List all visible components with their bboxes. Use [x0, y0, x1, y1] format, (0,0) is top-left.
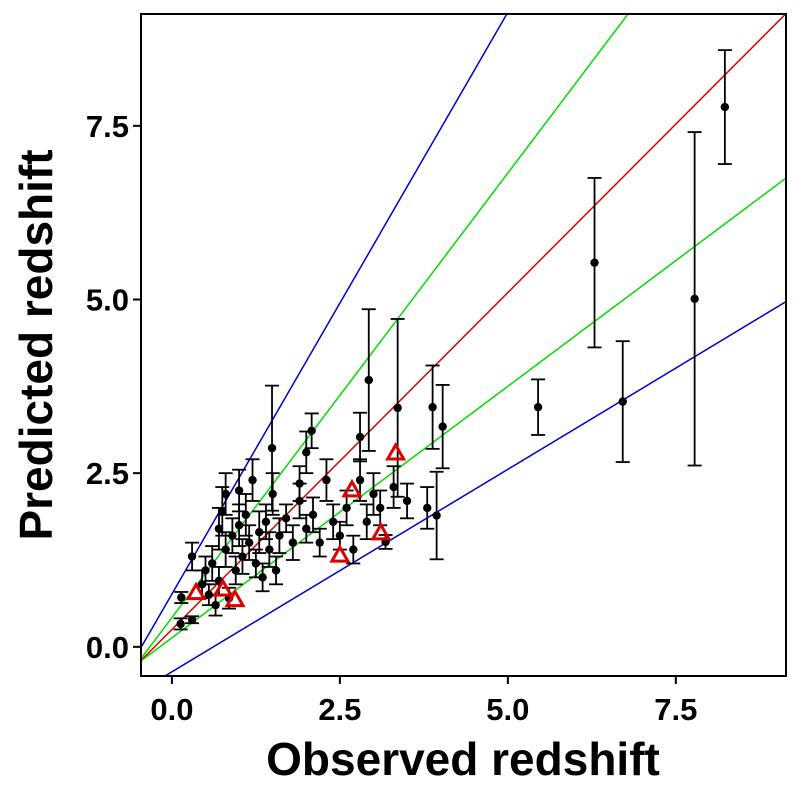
point — [267, 443, 277, 453]
reference-line — [141, 14, 508, 648]
point — [234, 486, 244, 495]
point — [176, 619, 185, 629]
x-tick-label: 2.5 — [318, 692, 361, 727]
point — [218, 507, 227, 516]
y-axis-title: Predicted redshift — [10, 149, 62, 540]
triangle-point — [370, 521, 392, 541]
point — [281, 514, 291, 523]
x-tick-label: 7.5 — [654, 692, 697, 727]
point — [295, 479, 304, 488]
point — [533, 402, 543, 412]
point — [268, 489, 277, 499]
point — [389, 482, 398, 492]
triangle-point — [329, 544, 351, 563]
point — [288, 538, 298, 547]
point — [211, 600, 220, 610]
point — [349, 545, 358, 554]
point — [369, 489, 378, 499]
point — [187, 615, 197, 624]
triangle-point — [385, 441, 407, 461]
point — [201, 566, 210, 575]
y-tick-label: 5.0 — [86, 283, 129, 318]
point — [335, 531, 345, 540]
point — [618, 397, 627, 406]
point — [244, 538, 254, 547]
point — [248, 475, 257, 485]
point — [234, 521, 244, 530]
y-tick-label: 0.0 — [86, 630, 129, 665]
point — [432, 511, 441, 520]
data-marks — [173, 49, 732, 631]
y-tick-label: 7.5 — [86, 109, 129, 144]
point — [275, 531, 284, 540]
point — [720, 102, 730, 112]
point — [255, 528, 264, 537]
point — [322, 475, 331, 485]
point — [271, 566, 281, 575]
triangle-point — [212, 578, 234, 597]
point — [428, 402, 437, 412]
point — [364, 375, 373, 385]
point — [258, 573, 267, 582]
plot-frame — [140, 13, 787, 677]
point — [261, 517, 271, 526]
point — [221, 545, 230, 554]
point — [402, 496, 412, 506]
point — [308, 510, 318, 520]
point — [228, 531, 237, 540]
point — [355, 432, 365, 442]
x-axis-title: Observed redshift — [266, 733, 660, 785]
point — [302, 448, 311, 457]
triangle-point — [185, 581, 207, 601]
point — [355, 475, 365, 485]
point — [302, 524, 311, 533]
point — [177, 593, 186, 602]
x-tick-label: 5.0 — [486, 692, 529, 727]
triangle-point — [224, 588, 246, 608]
point — [423, 503, 432, 513]
point — [231, 566, 240, 575]
point — [690, 294, 699, 304]
point — [187, 552, 197, 561]
point — [265, 545, 274, 554]
point — [238, 552, 247, 561]
point — [315, 538, 324, 547]
x-tick-label: 0.0 — [150, 692, 193, 727]
point — [214, 524, 224, 533]
point — [221, 489, 230, 499]
point — [438, 422, 447, 431]
triangle-point — [341, 478, 363, 498]
point — [375, 503, 385, 513]
point — [208, 559, 217, 568]
y-tick-label: 2.5 — [86, 456, 129, 491]
point — [241, 510, 251, 520]
point — [362, 517, 371, 526]
point — [590, 258, 599, 267]
point — [342, 503, 351, 513]
point — [393, 403, 402, 413]
reference-line — [163, 301, 786, 676]
reference-line — [141, 177, 786, 662]
